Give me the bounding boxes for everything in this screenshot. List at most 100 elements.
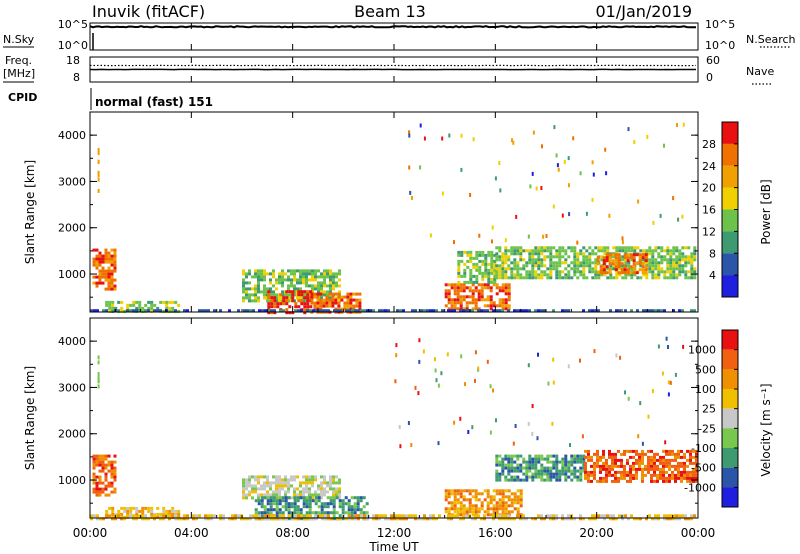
heatmap-cell (335, 496, 339, 500)
heatmap-cell (254, 499, 258, 503)
colorbar-tick-label: 500 (695, 363, 716, 376)
heatmap-cell (305, 475, 308, 479)
heatmap-cell (594, 267, 598, 271)
heatmap-cell (567, 273, 571, 277)
heatmap-cell (457, 265, 461, 269)
heatmap-cell (320, 511, 324, 515)
heatmap-cell (498, 273, 502, 277)
heatmap-cell (483, 517, 486, 521)
heatmap-cell (105, 514, 108, 518)
heatmap-cell (429, 514, 432, 518)
heatmap-cell (531, 276, 535, 280)
heatmap-cell (447, 289, 451, 293)
heatmap-cell (111, 303, 115, 307)
heatmap-cell (693, 258, 697, 262)
heatmap-cell (311, 511, 315, 515)
heatmap-cell (324, 309, 327, 313)
heatmap-cell (231, 514, 234, 518)
heatmap-cell (114, 517, 117, 521)
heatmap-cell (266, 502, 270, 506)
heatmap-cell (686, 458, 689, 462)
heatmap-cell (590, 473, 593, 477)
heatmap-cell (311, 287, 314, 291)
heatmap-cell (519, 246, 523, 250)
heatmap-cell (504, 507, 508, 511)
heatmap-cell (474, 504, 478, 508)
heatmap-cell (495, 478, 499, 482)
heatmap-cell (465, 514, 468, 518)
heatmap-cell (263, 269, 266, 273)
heatmap-cell (501, 504, 505, 508)
heatmap-cell (162, 517, 165, 521)
heatmap-cell (635, 461, 638, 465)
heatmap-cell (335, 281, 338, 285)
heatmap-cell (313, 301, 317, 305)
heatmap-cell (266, 499, 270, 503)
heatmap-cell (498, 472, 502, 476)
heatmap-cell (302, 493, 305, 497)
heatmap-cell (266, 478, 269, 482)
heatmap-cell (617, 479, 620, 483)
heatmap-cell (257, 299, 260, 303)
heatmap-cell (528, 460, 532, 464)
heatmap-cell (516, 273, 520, 277)
heatmap-cell (638, 268, 642, 272)
heatmap-cell (537, 475, 541, 479)
heatmap-cell (672, 517, 675, 521)
heatmap-cell (681, 246, 685, 250)
heatmap-cell (474, 507, 478, 511)
heatmap-cell (341, 499, 345, 503)
heatmap-cell (528, 261, 532, 265)
heatmap-cell (651, 261, 655, 265)
heatmap-cell (543, 517, 546, 521)
heatmap-cell (690, 252, 694, 256)
heatmap-cell (669, 380, 672, 385)
heatmap-cell (249, 517, 252, 521)
heatmap-cell (300, 302, 304, 306)
heatmap-cell (665, 452, 668, 456)
heatmap-cell (308, 272, 311, 276)
heatmap-cell (501, 283, 505, 287)
heatmap-cell (561, 517, 564, 521)
heatmap-cell (641, 473, 644, 477)
heatmap-cell (611, 461, 614, 465)
heatmap-cell (504, 276, 508, 280)
heatmap-cell (108, 506, 112, 510)
heatmap-cell (525, 472, 529, 476)
heatmap-cell (493, 277, 497, 281)
heatmap-cell (512, 140, 515, 145)
heatmap-cell (399, 309, 402, 313)
heatmap-cell (678, 514, 681, 518)
heatmap-cell (531, 457, 535, 461)
heatmap-cell (248, 475, 251, 479)
heatmap-cell (429, 233, 432, 238)
heatmap-cell (629, 253, 633, 257)
heatmap-cell (323, 290, 326, 294)
heatmap-cell (650, 476, 653, 480)
heatmap-cell (363, 309, 366, 313)
heatmap-cell (347, 511, 351, 515)
heatmap-cell (450, 304, 454, 308)
heatmap-cell (558, 249, 562, 253)
heatmap-cell (620, 470, 623, 474)
heatmap-cell (650, 455, 653, 459)
heatmap-cell (153, 309, 156, 313)
heatmap-cell (641, 458, 644, 462)
heatmap-cell (672, 267, 676, 271)
heatmap-cell (543, 478, 547, 482)
heatmap-cell (480, 504, 484, 508)
heatmap-cell (314, 493, 317, 497)
heatmap-cell (260, 269, 263, 273)
heatmap-cell (549, 249, 553, 253)
heatmap-cell (587, 476, 590, 480)
heatmap-cell (95, 248, 99, 252)
heatmap-cell (281, 278, 284, 282)
heatmap-cell (602, 256, 606, 260)
heatmap-cell (657, 246, 661, 250)
cpid-label: CPID (8, 91, 37, 104)
heatmap-cell (486, 295, 490, 299)
heatmap-cell (456, 507, 460, 511)
heatmap-cell (320, 496, 323, 500)
heatmap-cell (599, 265, 603, 269)
heatmap-cell (353, 502, 357, 506)
